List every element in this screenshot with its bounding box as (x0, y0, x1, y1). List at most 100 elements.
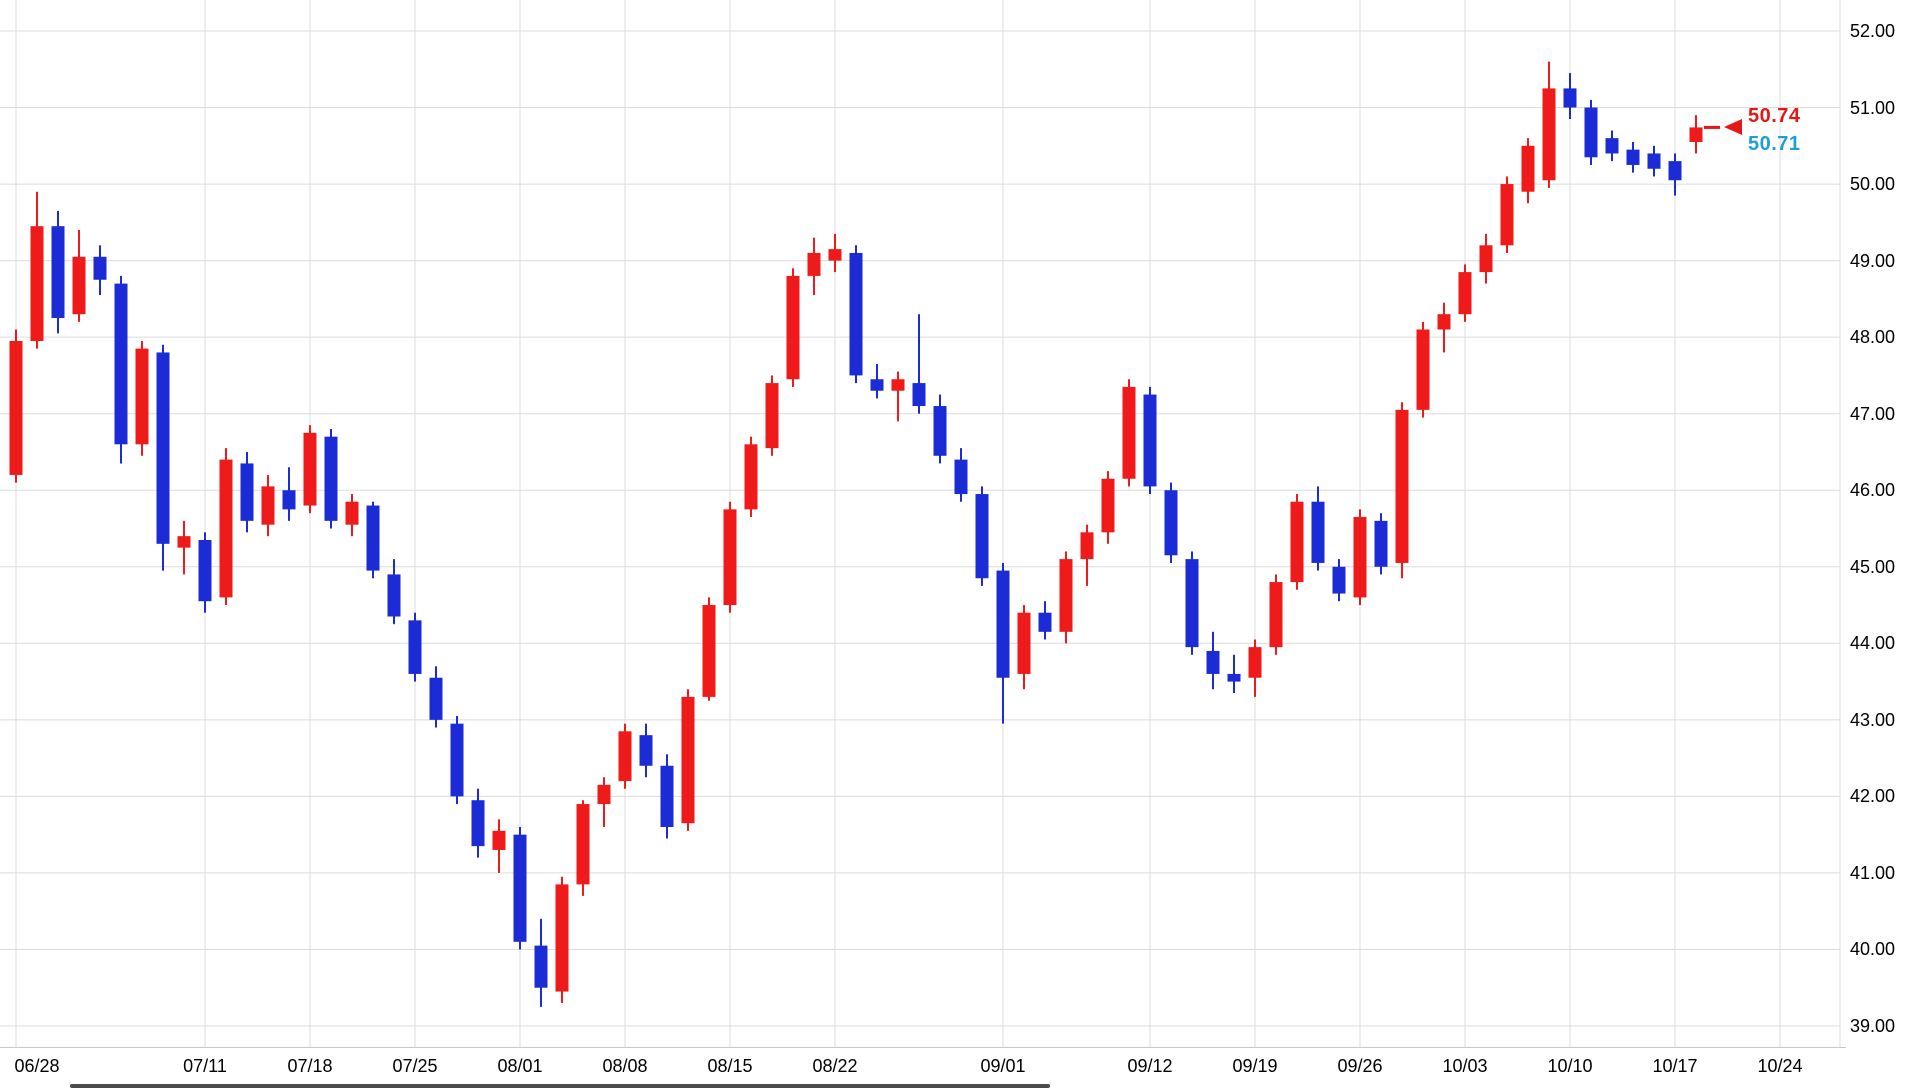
candle (618, 723, 632, 789)
ask-price-label: 50.74 (1748, 105, 1801, 128)
time-axis-tick: 06/28 (14, 1056, 60, 1076)
time-axis-tick: 08/01 (497, 1056, 543, 1076)
candle (198, 532, 212, 613)
candle (975, 486, 989, 586)
price-axis-tick: 46.00 (1850, 480, 1896, 501)
candlestick-plot[interactable] (0, 0, 1846, 1048)
candle (387, 559, 401, 625)
candle (849, 245, 863, 384)
candle (345, 494, 359, 537)
candle (1437, 302, 1451, 353)
price-axis-tick: 48.00 (1850, 327, 1896, 348)
candle (807, 237, 821, 296)
time-axis-tick: 09/12 (1127, 1056, 1173, 1076)
candle (1101, 471, 1115, 544)
candle (429, 666, 443, 728)
candle (261, 474, 275, 537)
chart-scrollbar-thumb[interactable] (70, 1084, 1050, 1088)
price-axis-tick: 42.00 (1850, 786, 1896, 807)
price-axis-tick: 39.00 (1850, 1016, 1896, 1036)
candle (1458, 264, 1472, 322)
candle (219, 448, 233, 606)
candle (30, 191, 44, 349)
candle (1017, 605, 1031, 690)
price-axis[interactable]: 52.00 51.00 50.00 49.00 48.00 47.00 46.00 45.00… (1846, 0, 1920, 1048)
candle (1626, 141, 1640, 173)
time-axis-tick: 07/25 (392, 1056, 438, 1076)
price-axis-tick: 50.00 (1850, 174, 1896, 195)
candle (1542, 61, 1556, 188)
candle (450, 716, 464, 805)
candle (681, 689, 695, 831)
candle (702, 597, 716, 701)
candle (1353, 509, 1367, 606)
candle (576, 800, 590, 896)
candle (870, 363, 884, 399)
price-axis-tick: 49.00 (1850, 250, 1896, 271)
price-axis-tick: 52.00 (1850, 21, 1896, 41)
time-axis-tick: 09/01 (980, 1056, 1026, 1076)
current-price-tick (1704, 125, 1720, 129)
time-axis-tick: 10/03 (1442, 1056, 1488, 1076)
candle (660, 754, 674, 839)
candle (492, 819, 506, 873)
candle (1500, 176, 1514, 253)
price-axis-tick: 44.00 (1850, 633, 1896, 654)
candle (1332, 559, 1346, 602)
candle (177, 520, 191, 575)
candle (786, 268, 800, 387)
candle (1479, 233, 1493, 284)
candle (366, 501, 380, 579)
candle (1647, 145, 1661, 177)
time-axis-tick: 07/18 (287, 1056, 333, 1076)
candle (1416, 321, 1430, 418)
price-axis-tick: 51.00 (1850, 97, 1896, 118)
candle (1143, 386, 1157, 495)
candle (324, 429, 338, 529)
candle (723, 501, 737, 613)
candle (891, 371, 905, 422)
current-price-arrow-icon (1724, 119, 1742, 136)
candles (9, 61, 1703, 1007)
time-axis-tick: 08/08 (602, 1056, 648, 1076)
candle (1080, 524, 1094, 586)
candle (933, 394, 947, 464)
candle (51, 210, 65, 334)
time-axis-tick: 10/17 (1652, 1056, 1698, 1076)
candle (1605, 130, 1619, 162)
candle (912, 314, 926, 414)
candle (408, 612, 422, 682)
price-axis-tick: 40.00 (1850, 939, 1896, 960)
candle (1311, 486, 1325, 571)
time-axis-tick: 08/15 (707, 1056, 753, 1076)
candle (135, 340, 149, 456)
candle (1038, 601, 1052, 640)
candle (1122, 379, 1136, 487)
candle (828, 233, 842, 273)
price-axis-tick: 45.00 (1850, 556, 1896, 577)
candle (156, 344, 170, 571)
candle (1059, 551, 1073, 644)
candle (1269, 574, 1283, 655)
candle (1584, 99, 1598, 165)
time-axis[interactable]: 06/28 07/11 07/18 07/25 08/01 08/08 08/15 08/22… (0, 1048, 1846, 1082)
candle (555, 876, 569, 1004)
candle (471, 788, 485, 858)
price-axis-tick: 43.00 (1850, 709, 1896, 730)
candle (1227, 654, 1241, 694)
grid-lines (0, 0, 1846, 1048)
candle (240, 451, 254, 533)
candle (1668, 153, 1682, 196)
candle (1689, 115, 1703, 154)
candle (534, 918, 548, 1007)
candle (282, 467, 296, 521)
time-axis-tick: 10/24 (1757, 1056, 1803, 1076)
candle (765, 375, 779, 456)
candle (1164, 482, 1178, 563)
time-axis-tick: 09/19 (1232, 1056, 1278, 1076)
candle (1185, 551, 1199, 655)
time-axis-tick: 08/22 (812, 1056, 858, 1076)
candle (1290, 494, 1304, 590)
candle (72, 230, 86, 322)
